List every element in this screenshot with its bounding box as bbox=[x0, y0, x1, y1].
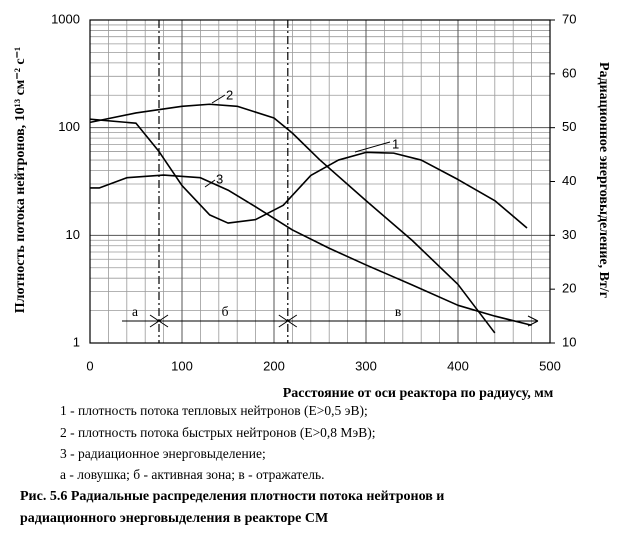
note: 2 - плотность потока быстрых нейтронов (… bbox=[60, 425, 375, 440]
y2-tick-label: 10 bbox=[562, 334, 576, 349]
y2-tick-label: 20 bbox=[562, 281, 576, 296]
note: 3 - радиационное энерговыделение; bbox=[60, 446, 266, 461]
x-tick-label: 300 bbox=[355, 358, 377, 373]
y-tick-label: 100 bbox=[58, 119, 80, 134]
y2-tick-label: 50 bbox=[562, 119, 576, 134]
series-label: 3 bbox=[216, 171, 223, 186]
y-tick-label: 1000 bbox=[51, 11, 80, 26]
y-tick-label: 10 bbox=[66, 227, 80, 242]
series-label: 2 bbox=[226, 87, 233, 102]
caption: Рис. 5.6 Радиальные распределения плотно… bbox=[20, 489, 444, 504]
series-line bbox=[89, 118, 528, 229]
note: а - ловушка; б - активная зона; в - отра… bbox=[60, 467, 325, 482]
caption: радиационного энерговыделения в реакторе… bbox=[20, 511, 328, 526]
y2-tick-label: 30 bbox=[562, 227, 576, 242]
plot-frame bbox=[89, 19, 551, 344]
zone-label: а bbox=[132, 304, 138, 319]
y2-tick-label: 60 bbox=[562, 65, 576, 80]
x-tick-label: 200 bbox=[263, 358, 285, 373]
leader-line bbox=[204, 179, 216, 188]
zone-label: в bbox=[395, 304, 401, 319]
y2-tick-label: 40 bbox=[562, 173, 576, 188]
leader-line bbox=[211, 94, 226, 104]
series-line bbox=[90, 174, 532, 327]
x-tick-label: 400 bbox=[447, 358, 469, 373]
series-label: 1 bbox=[392, 136, 399, 151]
x-tick-label: 100 bbox=[171, 358, 193, 373]
y2-axis-label: Радиационное энерговыделение, Вт/г bbox=[596, 62, 611, 298]
leader-line bbox=[354, 141, 391, 153]
series-line bbox=[89, 103, 496, 334]
x-tick-label: 0 bbox=[86, 358, 93, 373]
y-tick-label: 1 bbox=[73, 334, 80, 349]
note: 1 - плотность потока тепловых нейтронов … bbox=[60, 403, 368, 418]
y2-tick-label: 70 bbox=[562, 11, 576, 26]
x-tick-label: 500 bbox=[539, 358, 561, 373]
x-axis-label: Расстояние от оси реактора по радиусу, м… bbox=[283, 386, 554, 401]
zone-label: б bbox=[222, 304, 229, 319]
y-axis-label: Плотность потока нейтронов, 10¹³ см⁻² с⁻… bbox=[13, 47, 28, 313]
